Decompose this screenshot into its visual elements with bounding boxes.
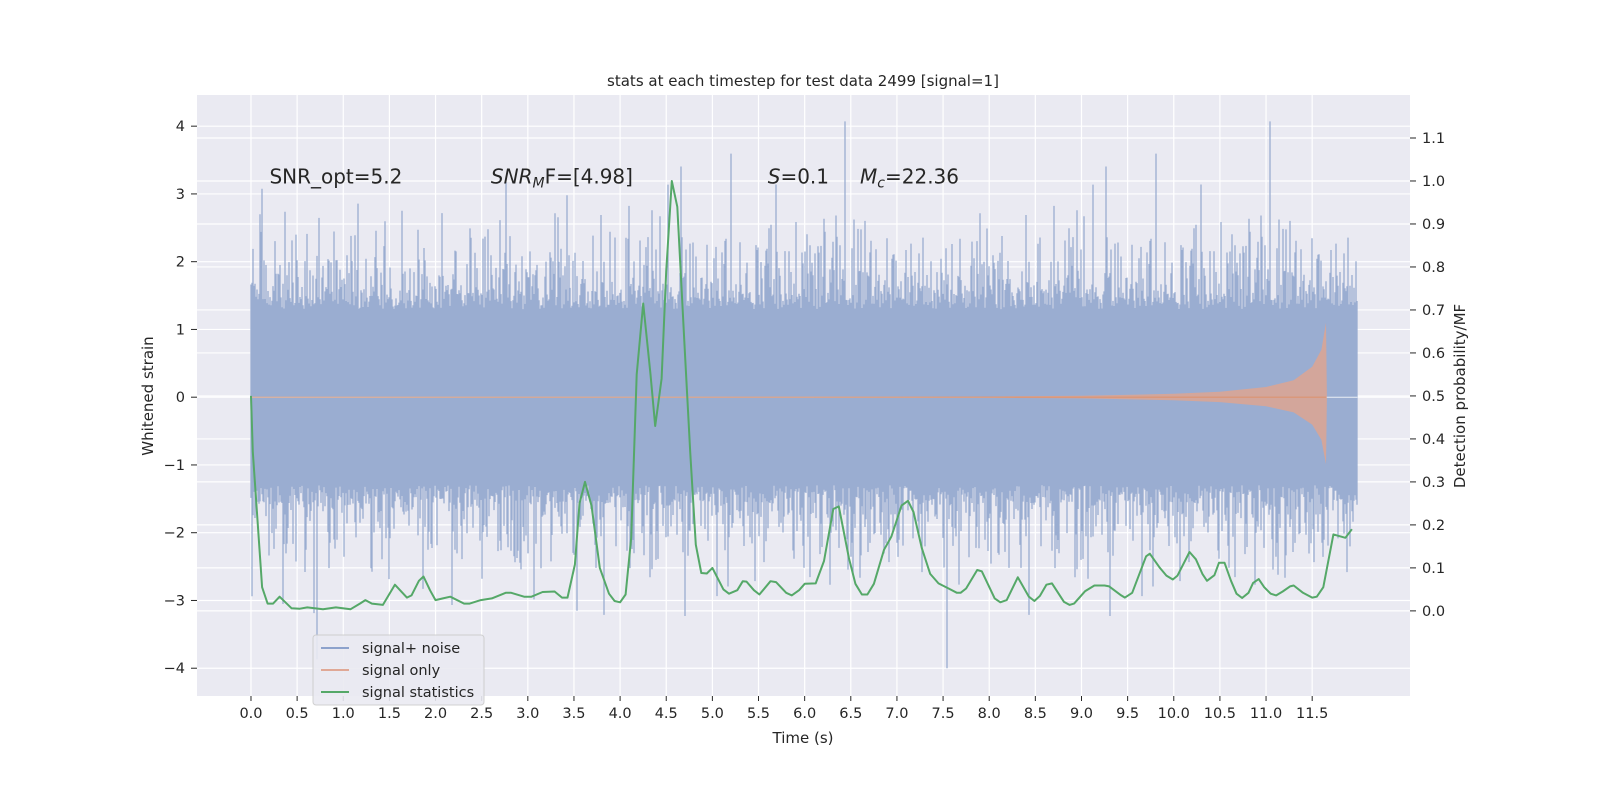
annotation-subscript: M bbox=[532, 175, 544, 191]
y-tick-label: 0 bbox=[176, 390, 185, 406]
y-right-tick-label: 1.1 bbox=[1422, 131, 1445, 147]
x-tick-label: 9.5 bbox=[1116, 706, 1139, 722]
y-axis-ticks: 4 3 2 1 0 −1 −2 −3 −4 bbox=[164, 119, 197, 677]
y-axis-label: Whitened strain bbox=[139, 336, 157, 455]
y-right-tick-label: 0.3 bbox=[1422, 475, 1445, 491]
signal-only-series bbox=[250, 322, 1327, 465]
x-tick-label: 0.0 bbox=[239, 706, 262, 722]
x-tick-label: 6.5 bbox=[839, 706, 862, 722]
x-tick-label: 5.5 bbox=[747, 706, 770, 722]
x-axis-ticks: 0.0 0.5 1.0 1.5 2.0 2.5 3.0 3.5 4.0 4.5 5.0 5.5 6.0 6… bbox=[239, 696, 1328, 722]
y-right-tick-label: 0.0 bbox=[1422, 604, 1445, 620]
y-right-tick-label: 0.5 bbox=[1422, 389, 1445, 405]
x-tick-label: 1.0 bbox=[332, 706, 355, 722]
y-right-tick-label: 0.7 bbox=[1422, 303, 1445, 319]
annotation-2: S=0.1 bbox=[768, 164, 829, 188]
x-tick-label: 9.0 bbox=[1070, 706, 1093, 722]
x-tick-label: 0.5 bbox=[286, 706, 309, 722]
annotation-1: SNRMF=[4.98] bbox=[491, 164, 633, 191]
y-tick-label: 2 bbox=[176, 255, 185, 271]
y-tick-label: −1 bbox=[164, 458, 185, 474]
y-right-tick-label: 0.9 bbox=[1422, 217, 1445, 233]
x-tick-label: 3.5 bbox=[562, 706, 585, 722]
x-tick-label: 7.0 bbox=[885, 706, 908, 722]
x-tick-label: 2.0 bbox=[424, 706, 447, 722]
annotation-value: F=[4.98] bbox=[545, 164, 633, 188]
y-tick-label: −2 bbox=[164, 526, 185, 542]
y-right-tick-label: 0.4 bbox=[1422, 432, 1445, 448]
x-tick-label: 4.5 bbox=[655, 706, 678, 722]
x-tick-label: 2.5 bbox=[470, 706, 493, 722]
annotation-symbol: S bbox=[768, 164, 781, 188]
y-right-tick-label: 0.6 bbox=[1422, 346, 1445, 362]
y-right-tick-label: 0.8 bbox=[1422, 260, 1445, 276]
y-tick-label: −4 bbox=[164, 661, 185, 677]
annotation-subscript: c bbox=[877, 175, 885, 191]
x-tick-label: 8.0 bbox=[978, 706, 1001, 722]
chart-title: stats at each timestep for test data 249… bbox=[607, 72, 999, 90]
x-tick-label: 3.0 bbox=[516, 706, 539, 722]
legend-label-signal-only: signal only bbox=[362, 663, 441, 679]
y-right-tick-label: 0.1 bbox=[1422, 561, 1445, 577]
y-right-tick-label: 0.2 bbox=[1422, 518, 1445, 534]
legend: signal+ noise signal only signal statist… bbox=[312, 634, 485, 706]
y-tick-label: 4 bbox=[176, 119, 185, 135]
x-tick-label: 8.5 bbox=[1024, 706, 1047, 722]
annotation-symbol: SNR bbox=[491, 164, 533, 188]
signal-statistics-series bbox=[250, 180, 1353, 611]
x-axis-label: Time (s) bbox=[772, 729, 834, 747]
annotation-3: Mc=22.36 bbox=[860, 164, 959, 191]
y-right-axis-label: Detection probability/MF bbox=[1451, 304, 1469, 488]
x-tick-label: 11.5 bbox=[1296, 706, 1328, 722]
signal-statistics-line bbox=[250, 180, 1353, 611]
x-tick-label: 4.0 bbox=[609, 706, 632, 722]
legend-box bbox=[312, 634, 485, 706]
annotation-0: SNR_opt=5.2 bbox=[269, 164, 402, 188]
y-tick-label: 1 bbox=[176, 322, 185, 338]
annotation-value: =0.1 bbox=[780, 164, 829, 188]
legend-label-signal-statistics: signal statistics bbox=[362, 685, 474, 701]
annotations: SNR_opt=5.2 SNRMF=[4.98] S=0.1 Mc=22.36 bbox=[269, 164, 959, 191]
x-tick-label: 6.0 bbox=[793, 706, 816, 722]
y-right-tick-label: 1.0 bbox=[1422, 174, 1445, 190]
x-tick-label: 11.0 bbox=[1250, 706, 1282, 722]
x-tick-label: 7.5 bbox=[932, 706, 955, 722]
x-tick-label: 1.5 bbox=[378, 706, 401, 722]
x-tick-label: 10.5 bbox=[1204, 706, 1236, 722]
annotation-value: =22.36 bbox=[885, 164, 959, 188]
y-right-axis-ticks: 1.1 1.0 0.9 0.8 0.7 0.6 0.5 0.4 0.3 0.2 0.1 0.0 bbox=[1410, 131, 1445, 620]
x-tick-label: 5.0 bbox=[701, 706, 724, 722]
legend-label-signal-noise: signal+ noise bbox=[362, 641, 460, 657]
x-tick-label: 10.0 bbox=[1158, 706, 1190, 722]
y-tick-label: −3 bbox=[164, 593, 185, 609]
y-tick-label: 3 bbox=[176, 187, 185, 203]
annotation-symbol: M bbox=[860, 164, 877, 188]
